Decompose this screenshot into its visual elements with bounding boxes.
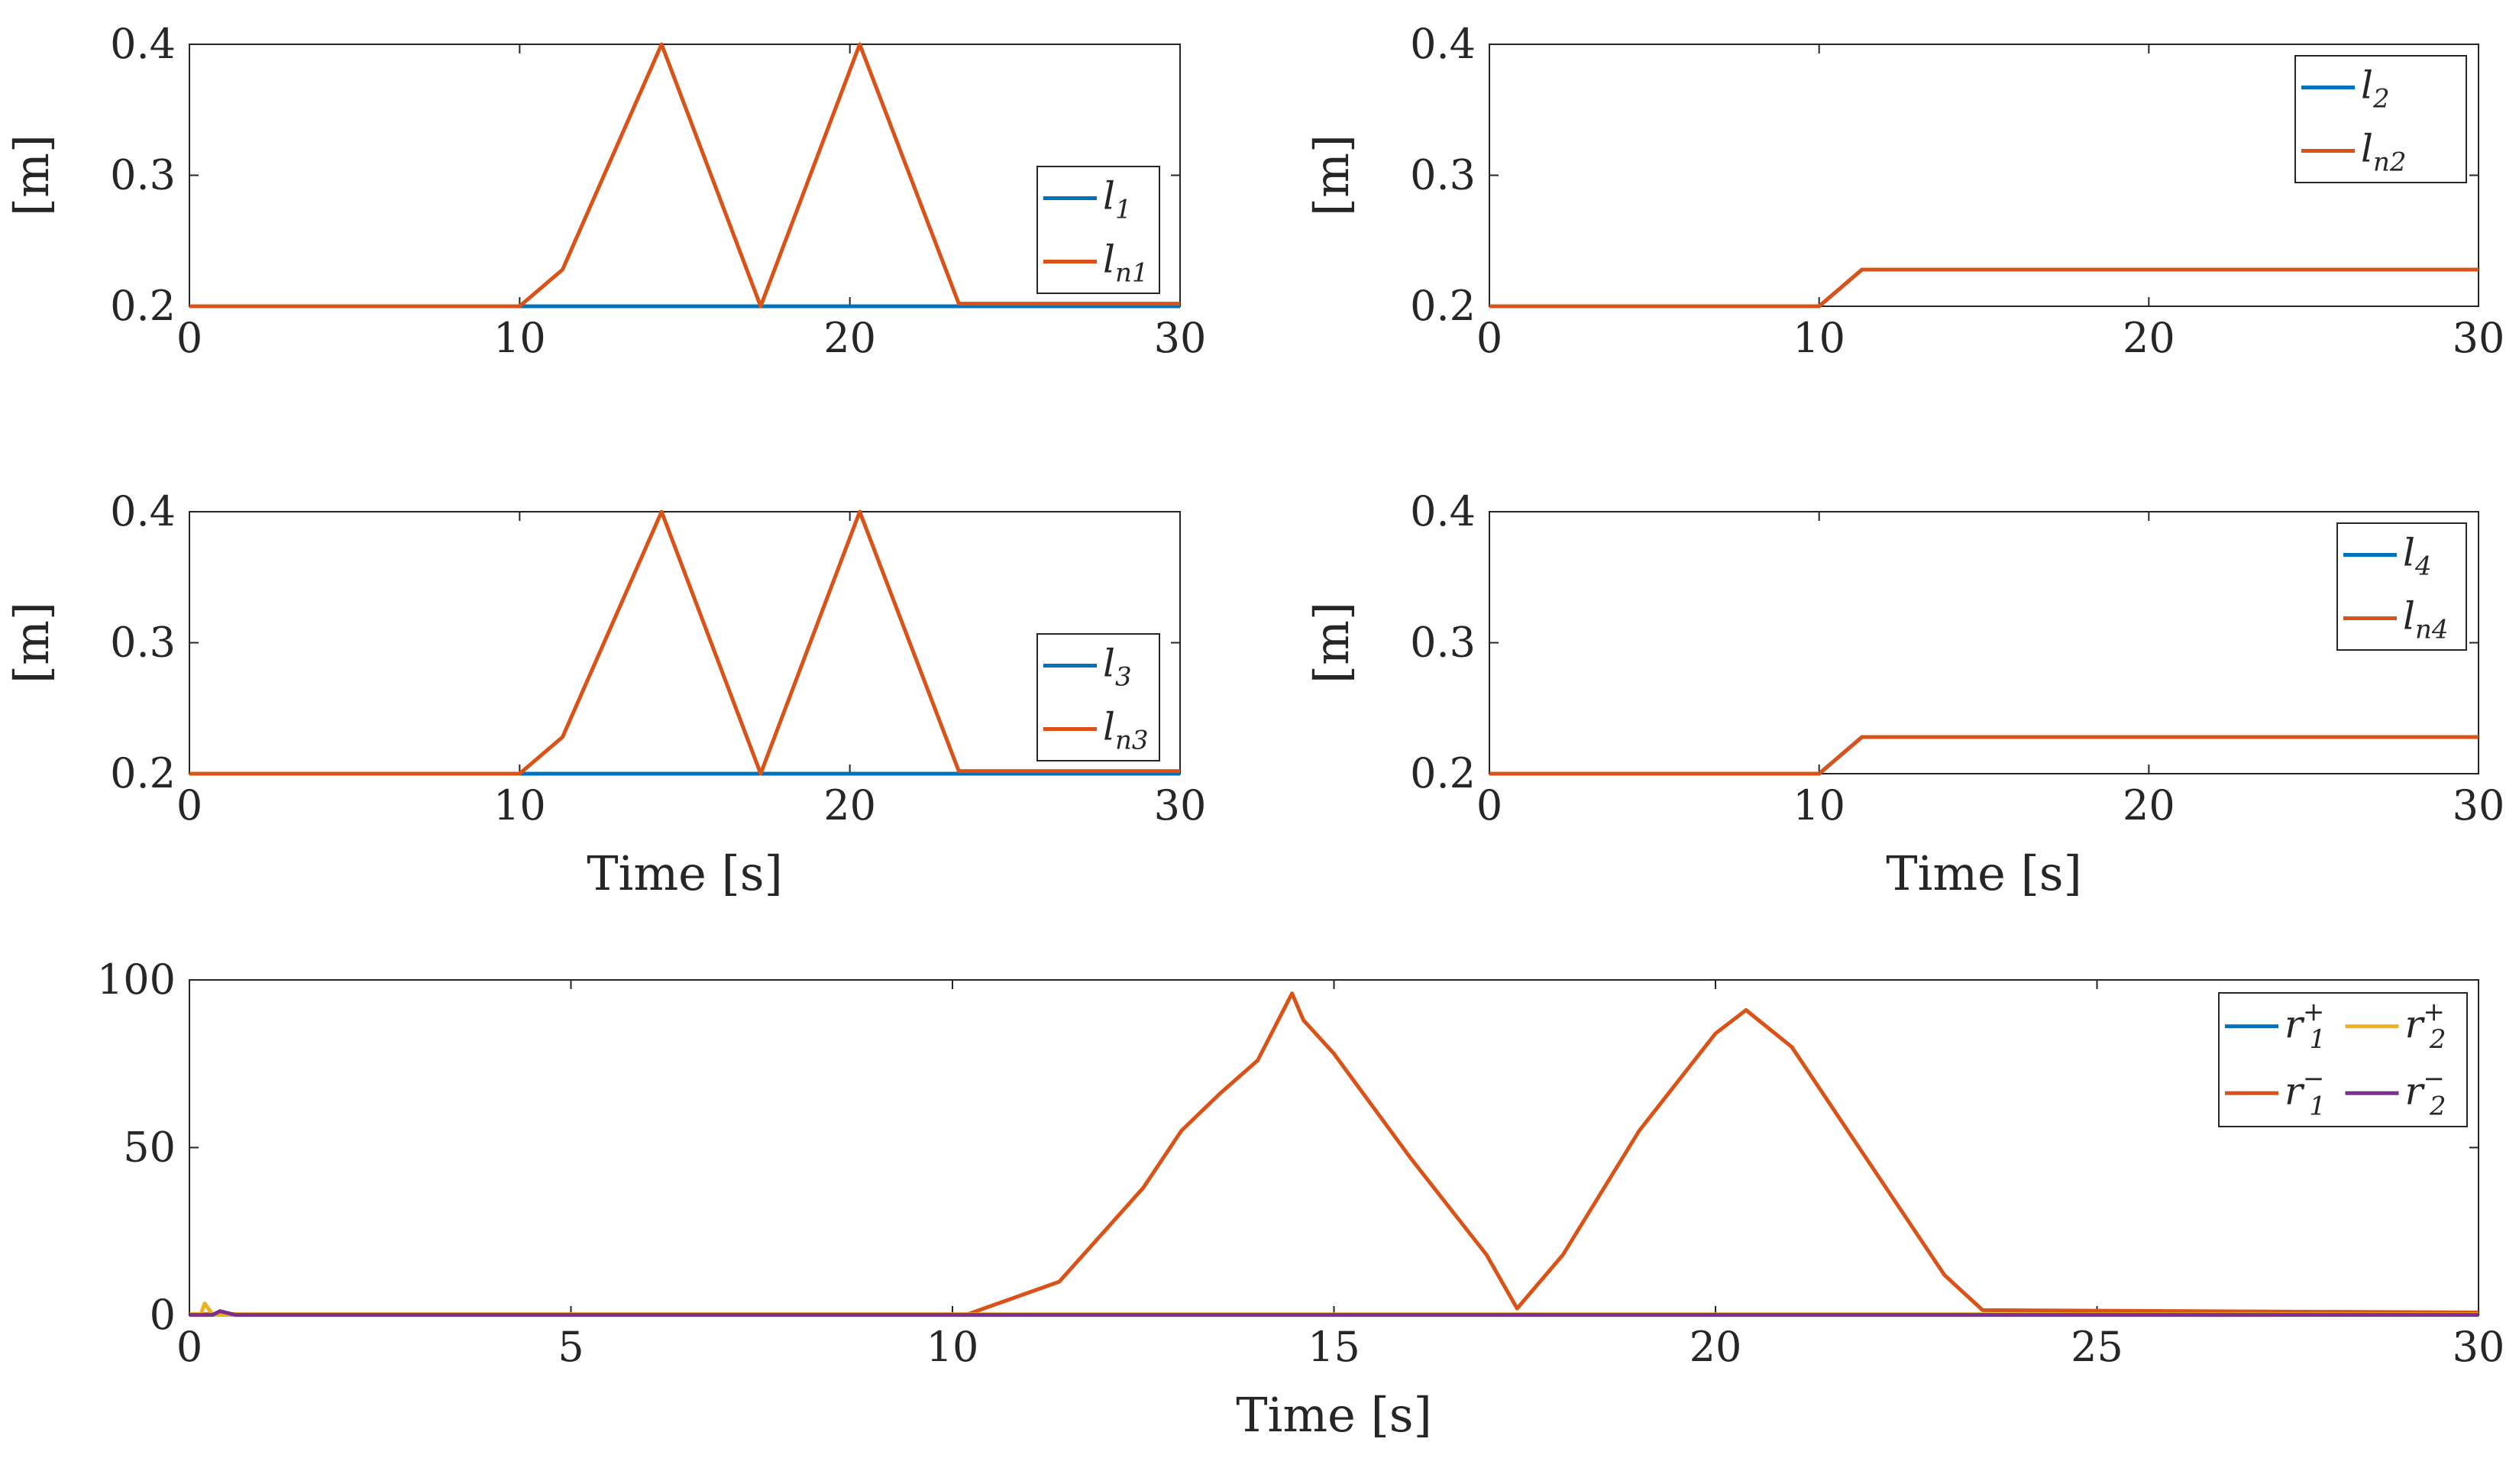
series-line-r2minus (189, 1309, 2479, 1317)
y-tick-label: 0.4 (1410, 20, 1476, 68)
axes-box (189, 979, 2479, 1316)
x-tick-label: 20 (1690, 1323, 1742, 1371)
y-tick-label: 0.2 (1410, 749, 1476, 797)
legend-box (2336, 522, 2467, 651)
y-tick-label: 0.2 (110, 282, 176, 330)
legend-label: r− 2 (2405, 1063, 2446, 1121)
x-tick-label: 25 (2071, 1323, 2123, 1371)
chart-p5: 0 5 10 15 20 25 30 0 50 100 Time [s] r+ 1 r+ 2 r− 1 r− 2 (97, 955, 2504, 1443)
x-tick-label: 0 (1476, 781, 1502, 829)
legend-box (2218, 992, 2468, 1127)
x-tick-label: 20 (2123, 314, 2175, 362)
y-tick-label: 0.2 (110, 749, 176, 797)
legend: r+ 1 r+ 2 r− 1 r− 2 (2218, 992, 2468, 1127)
legend-label: r+ 2 (2405, 997, 2446, 1055)
y-tick-label: 0.3 (110, 619, 176, 667)
legend-label: l3 (1103, 642, 1132, 693)
x-tick-label: 10 (926, 1323, 979, 1371)
x-tick-label: 15 (1308, 1323, 1360, 1371)
y-tick-label: 0.4 (110, 487, 176, 535)
y-tick-label: 0.2 (1410, 282, 1476, 330)
legend-label: r− 1 (2285, 1063, 2326, 1121)
x-axis-label: Time [s] (587, 845, 783, 901)
x-tick-label: 30 (2453, 1323, 2505, 1371)
x-tick-label: 20 (823, 314, 876, 362)
x-tick-label: 5 (558, 1323, 584, 1371)
x-axis-label: Time [s] (1236, 1387, 1432, 1443)
legend-label: l4 (2403, 531, 2432, 582)
x-tick-label: 10 (1793, 781, 1845, 829)
y-axis-label: [m] (1304, 134, 1360, 216)
series-line-ln2 (1489, 267, 2479, 309)
y-tick-label: 0.4 (1410, 487, 1476, 535)
series-line-r1minus (189, 991, 2479, 1317)
x-tick-label: 10 (1793, 314, 1845, 362)
y-axis-label: [m] (4, 134, 60, 216)
x-tick-label: 10 (493, 781, 546, 829)
series-line-ln1 (189, 42, 1180, 309)
x-tick-label: 0 (176, 1323, 202, 1371)
x-tick-label: 0 (176, 314, 202, 362)
x-tick-label: 30 (1154, 314, 1207, 362)
y-axis-label: [m] (1304, 602, 1360, 684)
legend-label: l1 (1103, 174, 1132, 225)
x-tick-label: 30 (1154, 781, 1207, 829)
axes-box (1489, 511, 2479, 774)
legend-label: ln2 (2361, 127, 2407, 178)
legend-box (1036, 166, 1160, 294)
x-tick-label: 20 (2123, 781, 2175, 829)
axes-box (189, 511, 1181, 774)
y-tick-label: 50 (123, 1124, 176, 1172)
x-tick-label: 30 (2453, 781, 2505, 829)
legend-label: ln1 (1103, 238, 1149, 289)
x-tick-label: 0 (176, 781, 202, 829)
legend-label: l2 (2361, 63, 2390, 115)
y-tick-label: 0.3 (110, 151, 176, 199)
axes-box (189, 44, 1181, 307)
series-line-ln4 (1489, 735, 2479, 776)
legend-label: r+ 1 (2285, 997, 2326, 1055)
y-tick-label: 100 (97, 955, 176, 1004)
y-tick-label: 0.3 (1410, 619, 1476, 667)
x-tick-label: 0 (1476, 314, 1502, 362)
x-tick-label: 20 (823, 781, 876, 829)
y-tick-label: 0.4 (110, 20, 176, 68)
legend-box (1036, 633, 1160, 761)
x-tick-label: 30 (2453, 314, 2505, 362)
series-line-ln3 (189, 509, 1180, 776)
x-tick-label: 10 (493, 314, 546, 362)
legend-label: ln4 (2403, 594, 2449, 645)
x-axis-label: Time [s] (1886, 845, 2082, 901)
y-tick-label: 0.3 (1410, 151, 1476, 199)
legend-box (2294, 55, 2467, 183)
y-tick-label: 0 (150, 1291, 176, 1339)
legend-label: ln3 (1103, 705, 1149, 756)
y-axis-label: [m] (4, 602, 60, 684)
